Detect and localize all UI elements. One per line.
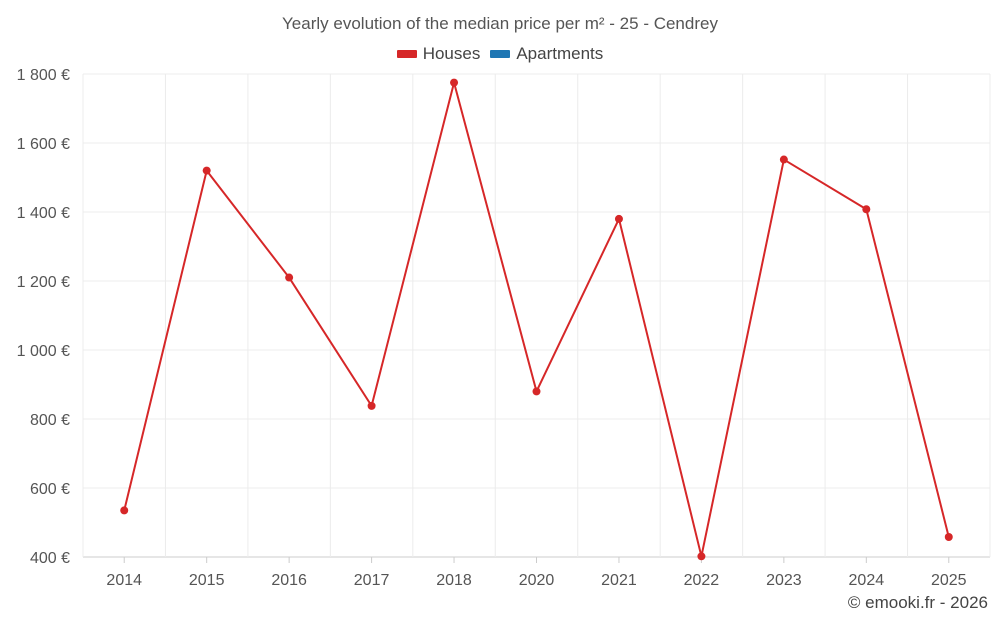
y-tick-label: 400 €	[30, 550, 70, 567]
legend: Houses Apartments	[0, 44, 1000, 64]
y-tick-label: 1 800 €	[17, 67, 70, 84]
x-tick-label: 2020	[519, 572, 555, 589]
legend-swatch-apartments	[490, 50, 511, 58]
x-tick-label: 2021	[601, 572, 637, 589]
y-tick-label: 1 400 €	[17, 205, 70, 222]
x-tick-label: 2023	[766, 572, 802, 589]
x-tick-label: 2024	[849, 572, 885, 589]
x-tick-label: 2015	[189, 572, 225, 589]
legend-swatch-houses	[396, 50, 417, 58]
data-point-houses	[779, 155, 788, 164]
data-point-houses	[120, 506, 129, 515]
x-axis-ticks: 2014 2015 2016 2017 2018 2020 2021 2022 2023 2024…	[106, 557, 967, 589]
y-tick-label: 1 000 €	[17, 343, 70, 360]
legend-item-houses[interactable]: Houses	[396, 44, 481, 64]
y-tick-label: 800 €	[30, 412, 70, 429]
y-tick-label: 1 200 €	[17, 274, 70, 291]
data-point-houses	[202, 166, 211, 175]
legend-item-apartments[interactable]: Apartments	[490, 44, 603, 64]
x-tick-label: 2018	[436, 572, 472, 589]
chart-title: Yearly evolution of the median price per…	[282, 14, 718, 33]
data-point-houses	[450, 78, 459, 87]
credit-text: © emooki.fr - 2026	[847, 593, 988, 612]
data-point-houses	[697, 552, 706, 561]
series-houses	[120, 78, 953, 561]
legend-label-houses: Houses	[422, 44, 481, 63]
legend-label-apartments: Apartments	[516, 44, 604, 63]
y-tick-label: 600 €	[30, 481, 70, 498]
x-tick-label: 2016	[271, 572, 307, 589]
x-tick-label: 2022	[684, 572, 720, 589]
data-point-houses	[367, 401, 376, 410]
x-tick-label: 2017	[354, 572, 390, 589]
data-point-houses	[944, 532, 953, 541]
y-tick-label: 1 600 €	[17, 136, 70, 153]
y-axis-ticks: 400 € 600 € 800 € 1 000 € 1 200 € 1 400 € 1 60…	[17, 67, 70, 567]
data-point-houses	[532, 387, 541, 396]
x-tick-label: 2025	[931, 572, 967, 589]
data-point-houses	[614, 214, 623, 223]
grid	[82, 73, 991, 558]
data-point-houses	[285, 273, 294, 282]
x-tick-label: 2014	[106, 572, 142, 589]
data-point-houses	[862, 205, 871, 214]
